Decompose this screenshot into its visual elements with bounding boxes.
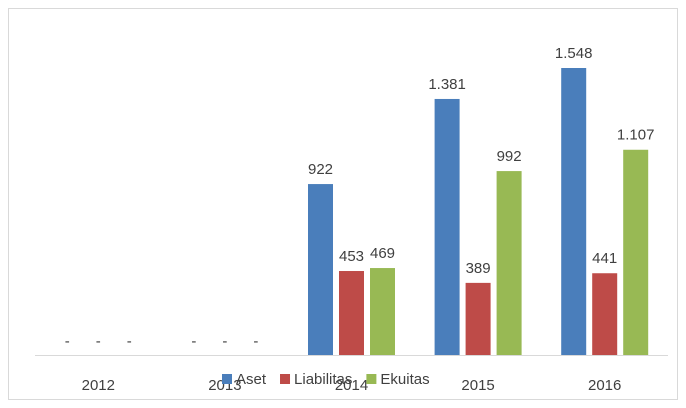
data-label: - (96, 333, 101, 350)
bar (308, 184, 333, 355)
data-label: - (191, 333, 196, 350)
legend-label: Ekuitas (380, 371, 429, 388)
bar (434, 98, 460, 355)
data-label: - (222, 333, 227, 350)
x-tick-label: 2013 (208, 377, 241, 394)
bar (465, 282, 491, 355)
data-label: 992 (497, 148, 522, 165)
legend-swatch (222, 374, 232, 384)
data-label: 441 (592, 250, 617, 267)
bar (339, 271, 364, 355)
data-label: - (253, 333, 258, 350)
data-label: 469 (370, 245, 395, 262)
x-tick-label: 2015 (461, 377, 494, 394)
data-label: 1.381 (428, 76, 466, 93)
legend-label: Aset (236, 371, 267, 388)
data-label: - (65, 333, 70, 350)
bar (592, 273, 618, 355)
legend-swatch (366, 374, 377, 384)
data-label: 922 (308, 161, 333, 178)
data-label: 389 (466, 260, 491, 277)
bar (561, 68, 587, 355)
bar (623, 149, 649, 355)
data-label: 1.548 (555, 45, 593, 62)
data-label: - (127, 333, 132, 350)
legend-swatch (280, 374, 291, 384)
x-tick-label: 2014 (335, 377, 368, 394)
bar (496, 171, 522, 355)
bar (370, 268, 395, 355)
data-label: 453 (339, 248, 364, 265)
legend-label: Liabilitas (294, 371, 352, 388)
data-label: 1.107 (617, 127, 655, 144)
x-tick-label: 2016 (588, 377, 621, 394)
x-tick-label: 2012 (82, 377, 115, 394)
